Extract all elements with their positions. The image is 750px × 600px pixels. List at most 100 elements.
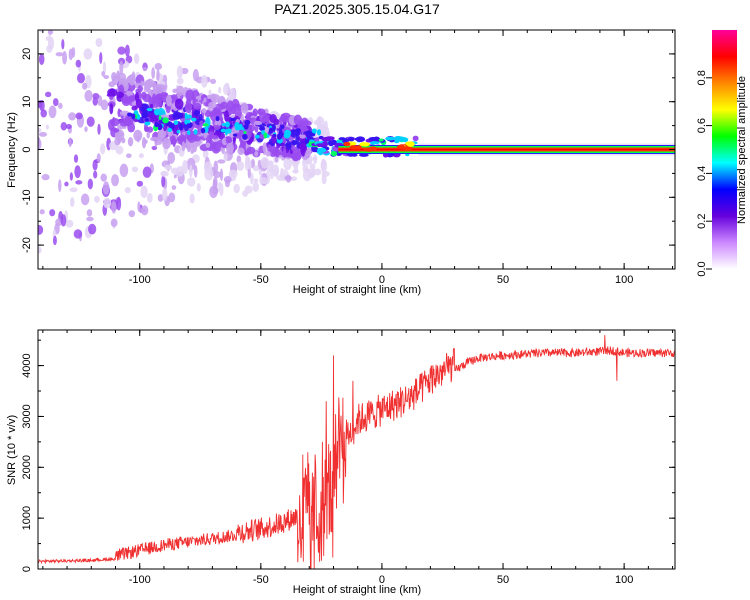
spectrogram-blob: [144, 118, 150, 122]
spectrogram-blob: [38, 224, 44, 235]
spectrogram-blob: [236, 160, 245, 171]
spectrogram-blob: [182, 160, 189, 175]
spectrogram-blob: [137, 201, 141, 212]
spectrogram-blob: [368, 137, 378, 141]
y-tick-label: -20: [21, 237, 33, 253]
spectrogram-blob: [97, 123, 101, 135]
spectrogram-x-axis: -100 -50 0 50 100: [42, 30, 674, 286]
spectrogram-blob: [281, 136, 286, 143]
spectrogram-blob: [204, 109, 212, 118]
spectrogram-blob: [131, 113, 136, 120]
spectrogram-blob: [155, 93, 165, 103]
spectrogram-blob: [355, 136, 366, 143]
spectrogram-blob: [272, 124, 276, 131]
spectrogram-blob: [75, 180, 83, 185]
x-tick-label: 50: [497, 574, 509, 586]
x-tick-label: -100: [129, 574, 151, 586]
spectrogram-blob: [226, 128, 232, 134]
spectrogram-blob: [184, 102, 193, 114]
spectrogram-blob: [73, 229, 83, 239]
spectrogram-blob: [254, 134, 260, 139]
spectrogram-blob: [193, 102, 202, 110]
spectrogram-blob: [144, 80, 150, 91]
spectrogram-blob: [64, 181, 69, 187]
spectrogram-blob: [65, 124, 72, 130]
spectrogram-blob: [185, 89, 195, 101]
x-tick-label: 50: [497, 274, 509, 286]
spectrogram-blob: [185, 114, 193, 119]
spectrogram-blob: [75, 112, 83, 120]
spectrogram-blob: [291, 140, 298, 146]
spectrogram-blob: [293, 114, 303, 126]
spectrogram-blob: [201, 107, 207, 114]
spectrogram-blob: [254, 150, 259, 157]
spectrogram-blob: [174, 98, 184, 110]
spectrogram-blob: [267, 144, 273, 154]
spectrogram-blob: [84, 90, 93, 102]
x-tick-label: 100: [615, 574, 633, 586]
spectrogram-blob: [378, 138, 384, 142]
spectrogram-blob: [86, 209, 93, 217]
spectrogram-blob: [111, 174, 119, 187]
spectrogram-blob: [316, 147, 327, 153]
spectrogram-blob: [218, 86, 222, 94]
spectrogram-blob: [200, 127, 206, 134]
spectrogram-blob: [103, 74, 110, 80]
spectrogram-blob: [205, 116, 211, 129]
spectrogram-blob: [229, 117, 237, 122]
spectrogram-blob: [48, 105, 57, 119]
spectrogram-blob: [202, 148, 209, 159]
spectrogram-blob: [211, 141, 221, 154]
spectrogram-blob: [178, 123, 184, 131]
spectrogram-blob: [146, 131, 150, 139]
spectrogram-blob: [187, 177, 196, 187]
spectrogram-blob: [131, 166, 139, 173]
spectrogram-blob: [193, 129, 198, 135]
y-tick-label: 0: [21, 146, 33, 152]
spectrogram-blob: [185, 119, 191, 124]
spectrogram-blob: [49, 209, 56, 217]
spectrogram-blob: [133, 53, 140, 64]
spectrogram-blob: [151, 67, 155, 79]
spectrogram-blob: [280, 124, 285, 129]
spectrogram-blob: [68, 112, 76, 121]
spectrogram-blob: [199, 120, 204, 127]
spectrogram-blob: [214, 109, 222, 117]
spectrogram-blob: [114, 132, 124, 137]
spectrogram-blob: [75, 59, 82, 68]
spectrogram-blob: [309, 163, 316, 170]
spectrogram-blob: [262, 142, 267, 154]
spectrogram-blob: [272, 149, 277, 155]
spectrogram-blob: [222, 83, 230, 96]
spectrogram-blob: [189, 164, 193, 178]
snr-x-axis: -100 -50 0 50 100: [42, 330, 674, 586]
spectrogram-blob: [39, 209, 45, 215]
spectrogram-blob: [173, 120, 179, 126]
spectrogram-blob: [276, 175, 285, 181]
spectrogram-blob: [263, 132, 268, 139]
x-tick-label: 0: [379, 574, 385, 586]
spectrogram-blob: [154, 63, 163, 70]
spectrogram-blob: [92, 92, 100, 100]
spectrogram-blob: [68, 137, 72, 148]
spectrogram-blob: [172, 88, 178, 93]
colorbar-label: Normalized spectral amplitude: [736, 76, 748, 224]
spectrogram-blob: [127, 112, 133, 117]
spectrogram-blob: [156, 68, 160, 81]
spectrogram-blob: [186, 122, 193, 129]
spectrogram-blob: [69, 172, 73, 181]
spectrogram-blob: [215, 115, 220, 122]
spectrogram-blob: [136, 180, 144, 187]
spectrogram-blob: [39, 99, 45, 112]
spectrogram-blob: [314, 168, 322, 176]
spectrogram-blob: [186, 157, 196, 171]
spectrogram-blob: [107, 88, 118, 97]
spectrogram-blob: [102, 61, 107, 75]
spectrogram-blob: [244, 119, 251, 126]
spectrogram-blob: [250, 172, 254, 185]
spectrogram-blob: [210, 78, 217, 85]
spectrogram-blob: [288, 130, 292, 136]
spectrogram-blob: [276, 142, 281, 149]
spectrogram-blob: [176, 77, 184, 85]
snr-x-label: Height of straight line (km): [293, 584, 421, 596]
